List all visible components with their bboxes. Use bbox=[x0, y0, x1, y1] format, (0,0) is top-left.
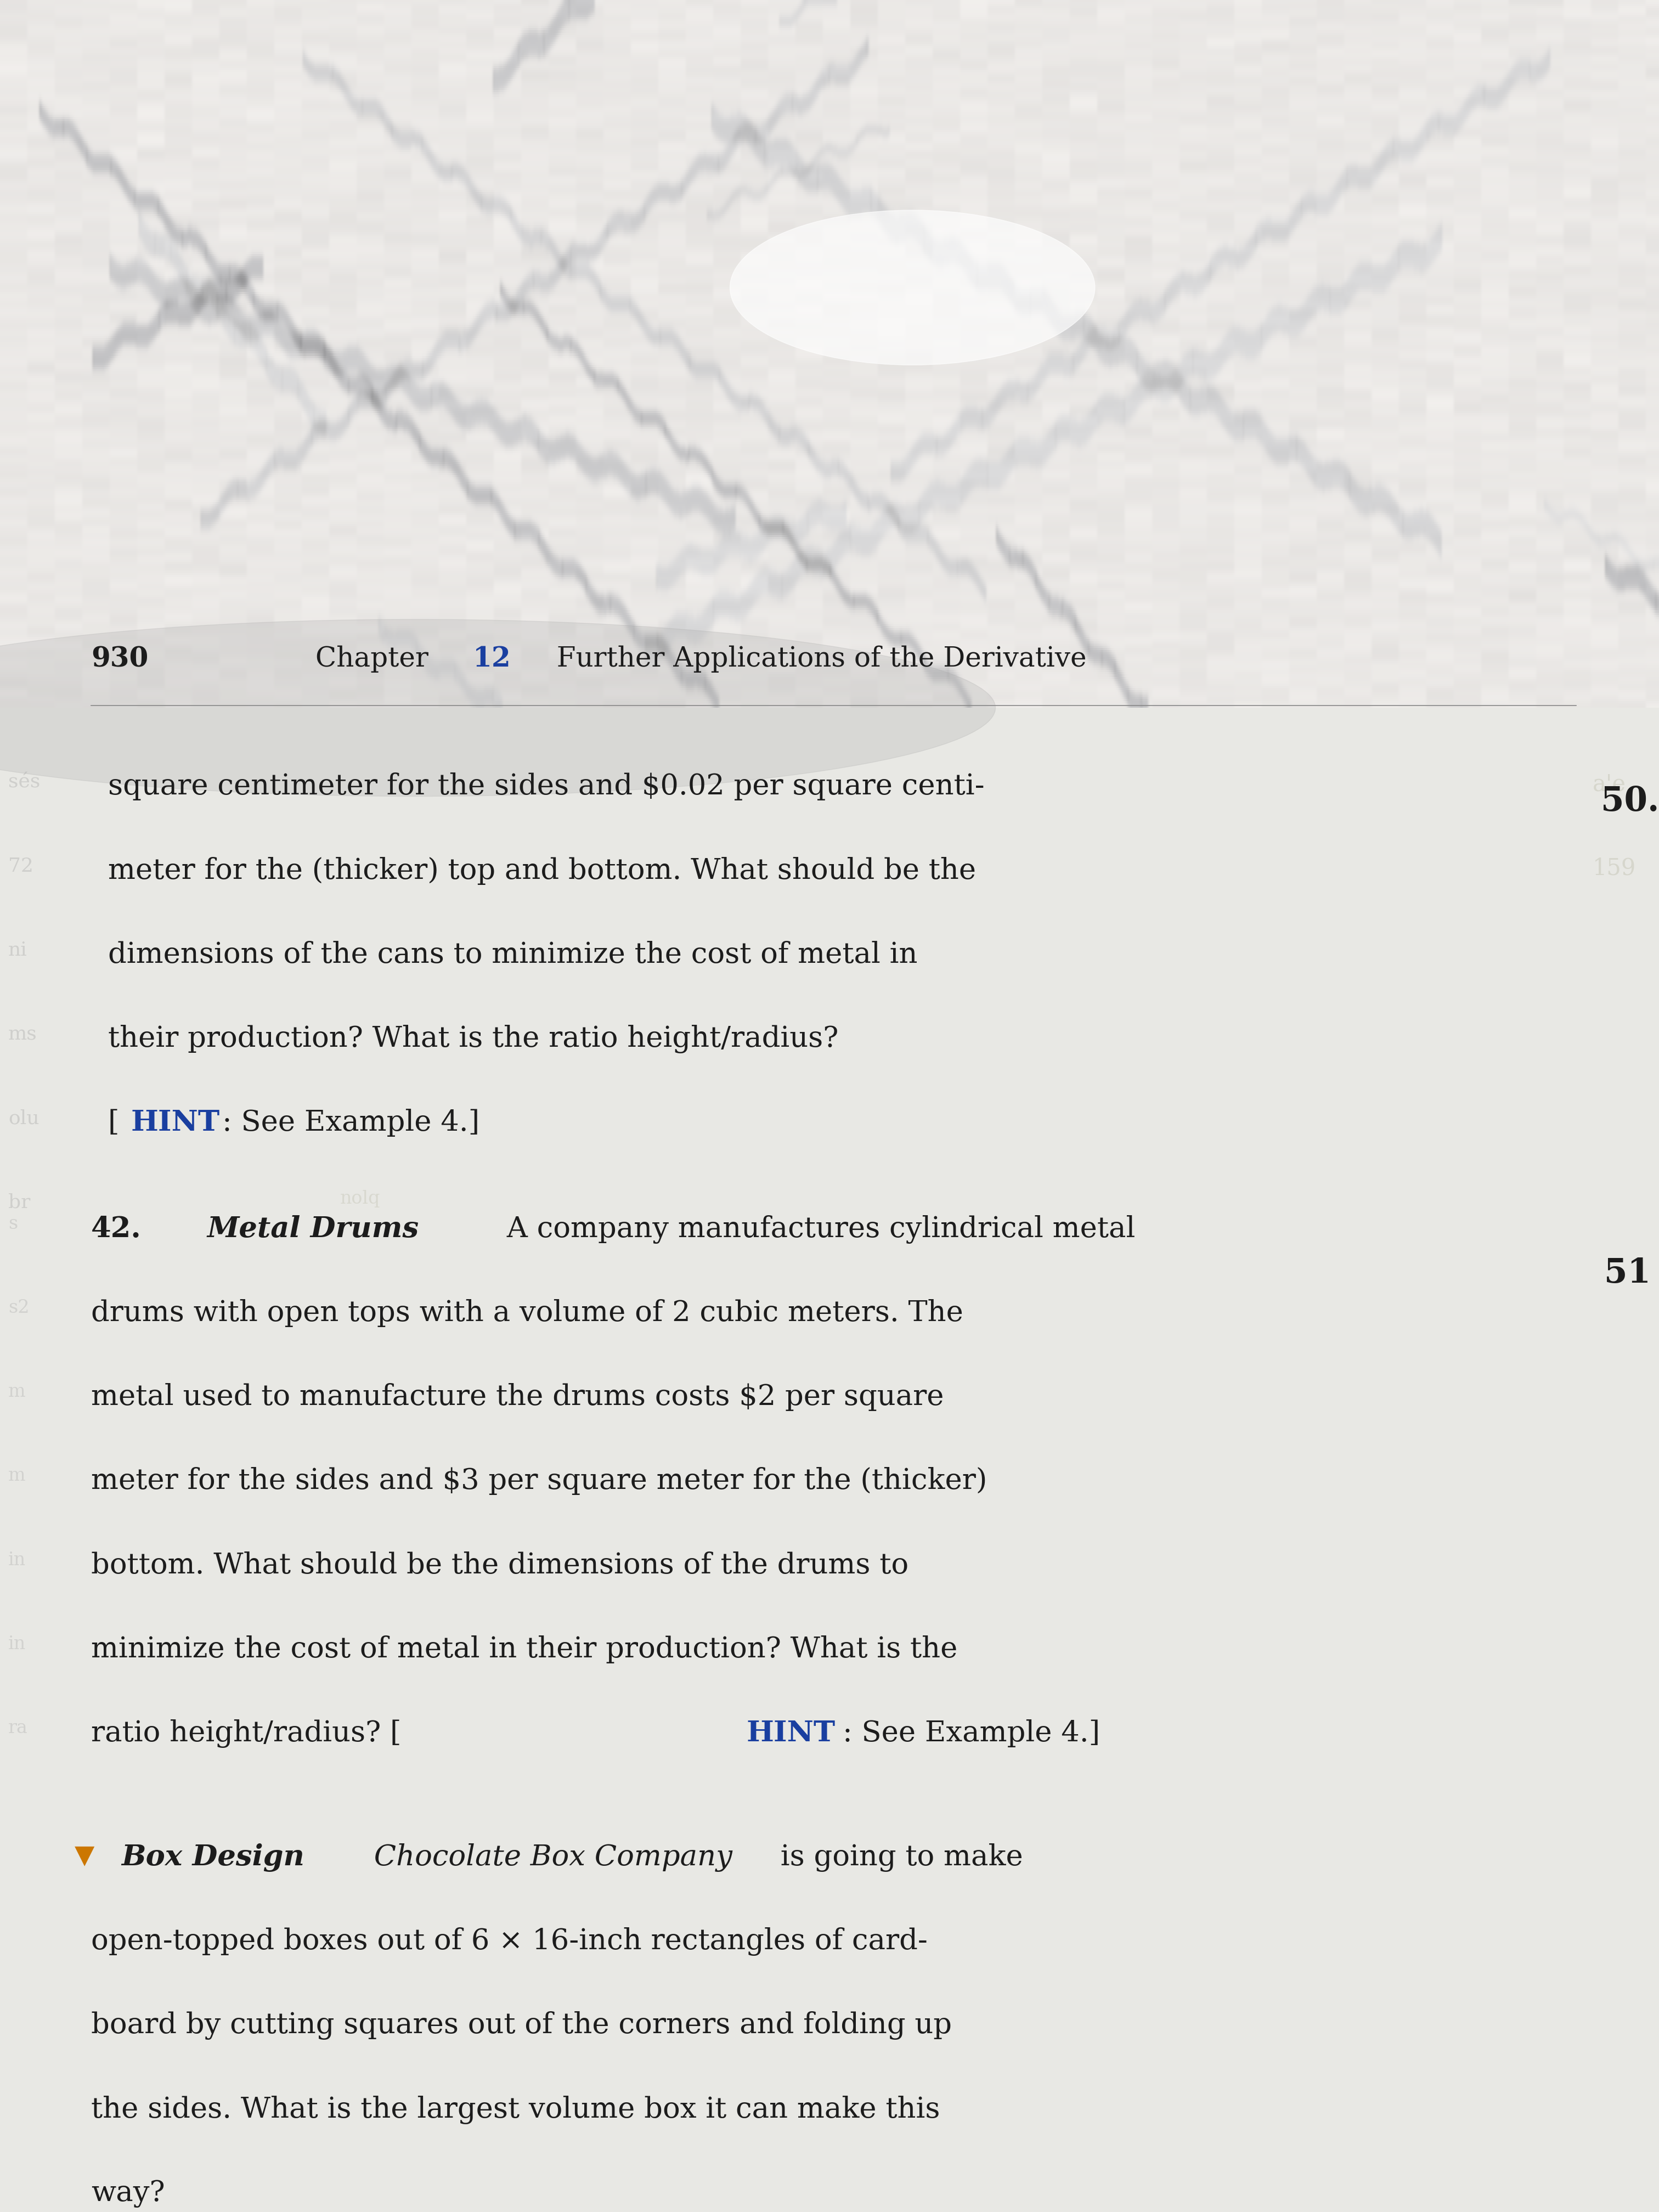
Text: ratio height/radius? [: ratio height/radius? [ bbox=[91, 1719, 401, 1747]
Text: m: m bbox=[8, 1383, 25, 1400]
Text: m: m bbox=[8, 1467, 25, 1484]
Text: HINT: HINT bbox=[747, 1719, 836, 1747]
Text: in: in bbox=[8, 1551, 27, 1568]
Text: open-topped boxes out of 6 × 16-inch rectangles of card-: open-topped boxes out of 6 × 16-inch rec… bbox=[91, 1927, 927, 1955]
Text: meter for the (thicker) top and bottom. What should be the: meter for the (thicker) top and bottom. … bbox=[108, 856, 975, 885]
Text: 42.: 42. bbox=[91, 1214, 141, 1243]
Text: dimensions of the cans to minimize the cost of metal in: dimensions of the cans to minimize the c… bbox=[108, 940, 917, 969]
Text: Chocolate Box Company: Chocolate Box Company bbox=[365, 1843, 733, 1871]
Text: ra: ra bbox=[8, 1719, 28, 1736]
Text: 930: 930 bbox=[91, 646, 149, 672]
Text: 50.: 50. bbox=[1601, 785, 1659, 818]
Text: way?: way? bbox=[91, 2179, 166, 2208]
Text: Chapter: Chapter bbox=[315, 646, 436, 672]
Text: sés: sés bbox=[8, 772, 40, 792]
Text: square centimeter for the sides and $0.02 per square centi-: square centimeter for the sides and $0.0… bbox=[108, 772, 984, 801]
Text: nolq: nolq bbox=[340, 1190, 380, 1208]
Text: s2: s2 bbox=[8, 1298, 30, 1316]
Ellipse shape bbox=[730, 210, 1095, 365]
Text: 12: 12 bbox=[473, 646, 511, 672]
Ellipse shape bbox=[0, 619, 995, 796]
Text: is going to make: is going to make bbox=[771, 1843, 1024, 1871]
Text: Metal Drums: Metal Drums bbox=[207, 1214, 420, 1243]
Text: their production? What is the ratio height/radius?: their production? What is the ratio heig… bbox=[108, 1024, 838, 1053]
Text: [: [ bbox=[108, 1108, 119, 1137]
Text: 72: 72 bbox=[8, 856, 33, 876]
Text: : See Example 4.]: : See Example 4.] bbox=[222, 1108, 479, 1137]
Text: A company manufactures cylindrical metal: A company manufactures cylindrical metal bbox=[498, 1214, 1135, 1243]
Text: bottom. What should be the dimensions of the drums to: bottom. What should be the dimensions of… bbox=[91, 1551, 909, 1579]
Text: ▼: ▼ bbox=[75, 1843, 95, 1867]
Text: in: in bbox=[8, 1635, 27, 1652]
Text: meter for the sides and $3 per square meter for the (thicker): meter for the sides and $3 per square me… bbox=[91, 1467, 987, 1495]
Text: HINT: HINT bbox=[131, 1108, 221, 1137]
Bar bbox=[0, 708, 1659, 2212]
Text: board by cutting squares out of the corners and folding up: board by cutting squares out of the corn… bbox=[91, 2011, 952, 2039]
Text: the sides. What is the largest volume box it can make this: the sides. What is the largest volume bo… bbox=[91, 2095, 941, 2124]
Text: Box Design: Box Design bbox=[121, 1843, 304, 1871]
Text: a'e: a'e bbox=[1593, 772, 1626, 796]
Text: metal used to manufacture the drums costs $2 per square: metal used to manufacture the drums cost… bbox=[91, 1383, 944, 1411]
Text: olu: olu bbox=[8, 1108, 40, 1128]
Text: 51: 51 bbox=[1604, 1256, 1651, 1290]
Text: ms: ms bbox=[8, 1024, 36, 1044]
Text: br: br bbox=[8, 1192, 30, 1212]
Text: 159: 159 bbox=[1593, 856, 1636, 880]
Text: Further Applications of the Derivative: Further Applications of the Derivative bbox=[539, 646, 1087, 672]
Text: ni: ni bbox=[8, 940, 27, 960]
Text: minimize the cost of metal in their production? What is the: minimize the cost of metal in their prod… bbox=[91, 1635, 957, 1663]
Text: : See Example 4.]: : See Example 4.] bbox=[843, 1719, 1100, 1747]
Text: drums with open tops with a volume of 2 cubic meters. The: drums with open tops with a volume of 2 … bbox=[91, 1298, 964, 1327]
Text: s: s bbox=[8, 1214, 18, 1232]
